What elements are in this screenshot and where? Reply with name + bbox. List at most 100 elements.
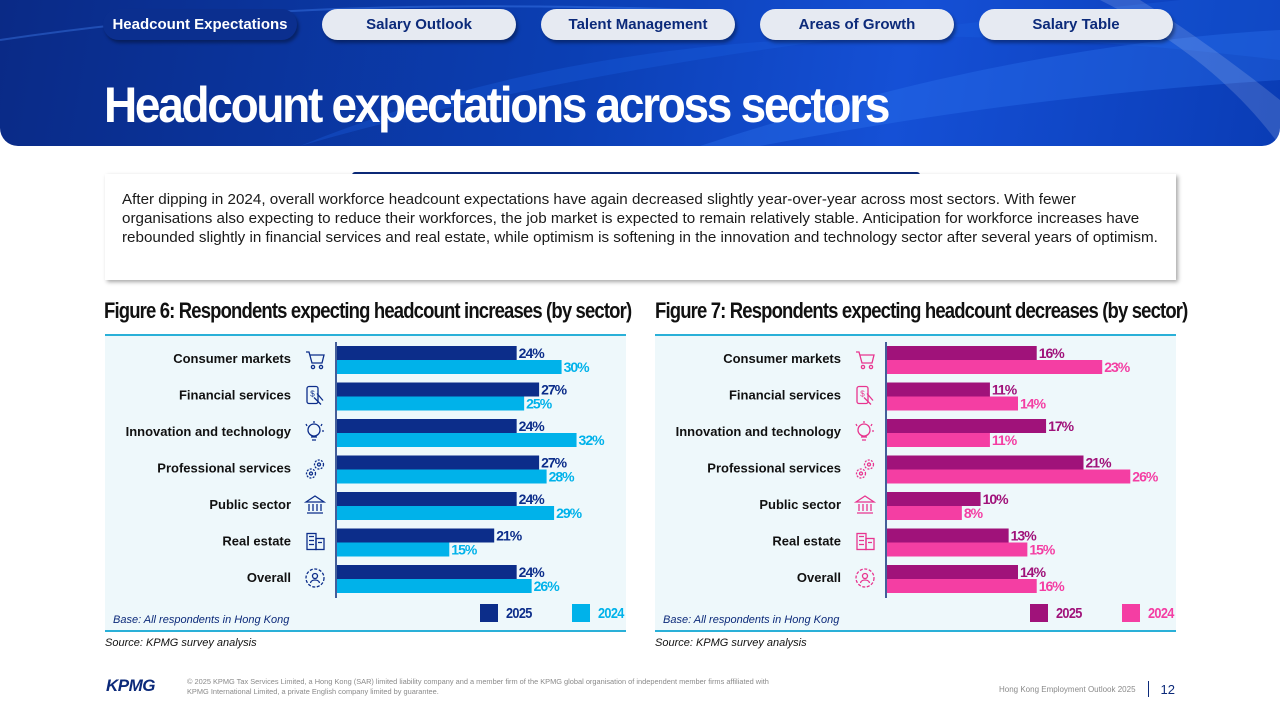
data-label-2024: 8% bbox=[964, 505, 984, 521]
figure-7-title: Figure 7: Respondents expecting headcoun… bbox=[655, 298, 1188, 323]
bar-2024 bbox=[337, 360, 562, 374]
data-label-2024: 32% bbox=[579, 432, 606, 448]
office-building-icon bbox=[856, 532, 875, 551]
svg-text:$: $ bbox=[860, 390, 865, 399]
data-label-2025: 11% bbox=[992, 382, 1018, 398]
bar-2024 bbox=[337, 579, 532, 593]
tab-talent-management[interactable]: Talent Management bbox=[541, 9, 735, 40]
footer-doc-title: Hong Kong Employment Outlook 2025 bbox=[999, 684, 1136, 694]
bar-2024 bbox=[887, 469, 1131, 484]
figure-6-base-note: Base: All respondents in Hong Kong bbox=[113, 614, 290, 626]
bar-2024 bbox=[337, 542, 450, 557]
bar-2024 bbox=[887, 433, 990, 447]
data-label-2025: 21% bbox=[496, 528, 523, 544]
data-label-2024: 28% bbox=[549, 469, 576, 485]
data-label-2025: 10% bbox=[983, 491, 1010, 507]
data-label-2024: 23% bbox=[1104, 359, 1131, 375]
tab-areas-of-growth[interactable]: Areas of Growth bbox=[760, 9, 954, 40]
figure-7-svg: Consumer markets 16% 23% Financial services… bbox=[676, 342, 1160, 598]
category-label: Consumer markets bbox=[173, 351, 291, 366]
bar-2025 bbox=[337, 528, 495, 543]
bar-2025 bbox=[337, 346, 517, 360]
tab-salary-outlook[interactable]: Salary Outlook bbox=[322, 9, 516, 40]
data-label-2025: 16% bbox=[1039, 345, 1066, 361]
bar-2025 bbox=[887, 346, 1037, 360]
figure-7-base-note: Base: All respondents in Hong Kong bbox=[663, 614, 840, 626]
data-label-2025: 24% bbox=[519, 345, 546, 361]
figure-6-title: Figure 6: Respondents expecting headcoun… bbox=[104, 298, 632, 323]
svg-text:$: $ bbox=[310, 390, 315, 399]
legend-label-2024: 2024 bbox=[598, 604, 624, 622]
footer-right: Hong Kong Employment Outlook 2025 12 bbox=[999, 681, 1175, 697]
government-building-icon bbox=[853, 495, 877, 514]
data-label-2024: 30% bbox=[564, 359, 591, 375]
copyright-text: © 2025 KPMG Tax Services Limited, a Hong… bbox=[187, 677, 769, 696]
category-label: Overall bbox=[247, 570, 291, 585]
cart-icon bbox=[856, 351, 875, 370]
government-building-icon bbox=[303, 495, 327, 514]
bar-2025 bbox=[887, 492, 981, 506]
category-label: Professional services bbox=[157, 461, 291, 476]
legend-swatch-2025 bbox=[480, 604, 498, 622]
legend-swatch-2024 bbox=[1122, 604, 1141, 622]
tab-salary-table[interactable]: Salary Table bbox=[979, 9, 1173, 40]
bar-2025 bbox=[887, 528, 1009, 543]
data-label-2025: 13% bbox=[1011, 528, 1038, 544]
data-label-2024: 14% bbox=[1020, 396, 1047, 412]
intro-text-box: After dipping in 2024, overall workforce… bbox=[105, 174, 1176, 280]
category-label: Financial services bbox=[729, 388, 841, 403]
data-label-2025: 21% bbox=[1086, 455, 1113, 471]
data-label-2024: 11% bbox=[992, 432, 1018, 448]
figure-7-source: Source: KPMG survey analysis bbox=[655, 637, 807, 649]
bar-2025 bbox=[887, 455, 1084, 470]
figure-6-legend: 2025 2024 bbox=[480, 604, 628, 622]
finance-icon: $ bbox=[856, 385, 874, 405]
data-label-2025: 17% bbox=[1048, 418, 1075, 434]
data-label-2024: 16% bbox=[1039, 578, 1066, 594]
category-label: Consumer markets bbox=[723, 351, 841, 366]
office-building-icon bbox=[306, 532, 325, 551]
data-label-2024: 26% bbox=[1132, 469, 1159, 485]
bar-2025 bbox=[337, 565, 517, 579]
data-label-2024: 26% bbox=[534, 578, 561, 594]
bar-2025 bbox=[887, 565, 1018, 579]
bar-2025 bbox=[337, 382, 540, 397]
footer-separator bbox=[1147, 681, 1149, 697]
bar-2025 bbox=[337, 419, 517, 433]
data-label-2024: 25% bbox=[526, 396, 553, 412]
bar-2024 bbox=[337, 433, 577, 447]
figure-6-source: Source: KPMG survey analysis bbox=[105, 637, 257, 649]
legend-label-2025: 2025 bbox=[506, 604, 532, 622]
data-label-2024: 15% bbox=[451, 542, 478, 558]
bar-2024 bbox=[337, 469, 547, 484]
legend-label-2025: 2025 bbox=[1056, 604, 1082, 622]
figure-6-chart: Consumer markets 24% 30% Financial services… bbox=[105, 334, 626, 632]
data-label-2025: 27% bbox=[541, 455, 568, 471]
bar-2025 bbox=[887, 382, 990, 397]
bar-2024 bbox=[337, 396, 525, 411]
kpmg-logo: KPMG bbox=[106, 676, 156, 695]
data-label-2024: 29% bbox=[556, 505, 583, 521]
category-label: Overall bbox=[797, 570, 841, 585]
bar-2025 bbox=[337, 455, 540, 470]
header-banner: Headcount Expectations Salary Outlook Ta… bbox=[0, 0, 1280, 146]
section-tabs: Headcount Expectations Salary Outlook Ta… bbox=[103, 9, 1173, 40]
data-label-2025: 27% bbox=[541, 382, 568, 398]
category-label: Public sector bbox=[209, 497, 291, 512]
figure-7-chart: Consumer markets 16% 23% Financial services… bbox=[655, 334, 1176, 632]
data-label-2025: 24% bbox=[519, 491, 546, 507]
page-title: Headcount expectations across sectors bbox=[104, 77, 890, 133]
lightbulb-gear-icon bbox=[305, 421, 324, 441]
category-label: Innovation and technology bbox=[126, 424, 292, 439]
legend-swatch-2024 bbox=[572, 604, 591, 622]
page-number: 12 bbox=[1160, 681, 1175, 697]
legend-swatch-2025 bbox=[1030, 604, 1048, 622]
category-label: Professional services bbox=[707, 461, 841, 476]
legend-label-2024: 2024 bbox=[1148, 604, 1174, 622]
bar-2025 bbox=[887, 419, 1047, 433]
figure-7-legend: 2025 2024 bbox=[1030, 604, 1178, 622]
tab-headcount-expectations[interactable]: Headcount Expectations bbox=[103, 9, 297, 40]
category-label: Innovation and technology bbox=[676, 424, 842, 439]
category-label: Real estate bbox=[772, 534, 841, 549]
bar-2024 bbox=[887, 396, 1018, 411]
